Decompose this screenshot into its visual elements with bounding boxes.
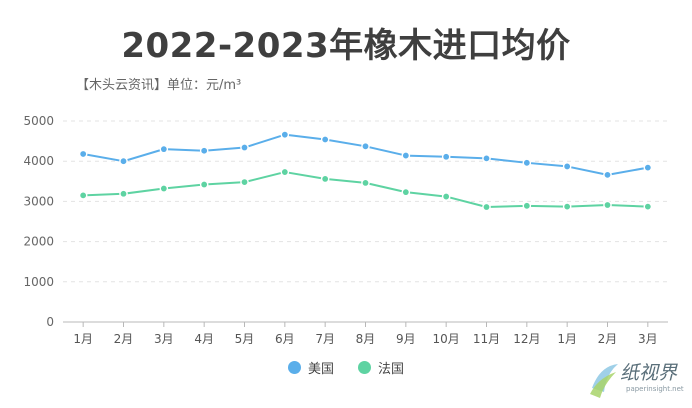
watermark-logo: 纸视界 paperinsight.net [586,358,686,402]
watermark-icon [590,364,618,398]
y-tick-label: 2000 [23,235,54,249]
x-tick-label: 4月 [194,332,214,346]
legend-item-france[interactable]: 法国 [358,358,404,377]
data-point [240,177,249,187]
legend-label-usa: 美国 [307,362,334,377]
y-tick-label: 1000 [23,275,54,289]
data-point [643,202,653,211]
data-point [280,167,290,177]
data-point [361,178,370,188]
watermark-text: 纸视界 [620,362,678,384]
x-tick-label: 11月 [473,332,500,346]
data-point [522,201,532,211]
y-tick-label: 4000 [23,154,54,168]
legend: 美国 法国 [0,358,692,377]
watermark-url: paperinsight.net [626,385,684,393]
data-point [159,184,169,193]
data-point [159,144,169,154]
x-tick-label: 2月 [114,332,134,346]
y-tick-label: 3000 [23,194,54,208]
x-tick-label: 12月 [513,332,540,346]
data-point [199,146,209,156]
x-tick-label: 8月 [356,332,376,346]
data-point [562,162,572,171]
x-tick-label: 10月 [433,332,460,346]
data-point [401,151,411,160]
legend-item-usa[interactable]: 美国 [287,358,334,377]
legend-marker-france [358,361,371,374]
x-tick-label: 3月 [154,332,174,346]
data-point [562,202,572,211]
legend-marker-usa [287,361,301,374]
chart-title: 2022-2023年橡木进口均价 [121,26,571,66]
data-point [119,189,128,199]
x-tick-label: 2月 [598,332,618,346]
series-layer [78,130,653,212]
data-point [482,202,491,212]
y-tick-label: 0 [46,315,54,329]
data-point [240,143,249,152]
x-tick-label: 6月 [275,332,295,346]
data-point [643,163,653,172]
x-tick-label: 9月 [396,332,416,346]
data-point [441,152,451,162]
data-point [603,170,612,180]
chart-subtitle: 【木头云资讯】单位：元/m³ [76,78,242,93]
data-point [482,154,491,163]
x-tick-label: 3月 [638,332,658,346]
data-point [78,149,88,159]
data-point [441,192,451,201]
x-tick-label: 7月 [315,332,335,346]
data-point [361,142,370,151]
x-tick-label: 1月 [557,332,577,346]
data-point [119,156,128,166]
data-point [320,135,330,144]
data-point [199,180,209,189]
series-line-0 [82,133,649,176]
x-tick-label: 5月 [235,332,255,346]
data-point [320,174,330,184]
data-point [522,158,532,168]
data-point [280,130,290,139]
legend-label-france: 法国 [378,362,405,377]
data-point [603,200,612,210]
axis-layer: 0 1000 2000 3000 4000 5000 1月 2月 3月 4月 5月 6月 7月 8月 9月 1… [23,114,668,346]
data-point [401,187,411,197]
y-tick-label: 5000 [23,114,54,128]
grid-layer [63,120,668,283]
data-point [78,191,88,200]
x-tick-label: 1月 [73,332,93,346]
